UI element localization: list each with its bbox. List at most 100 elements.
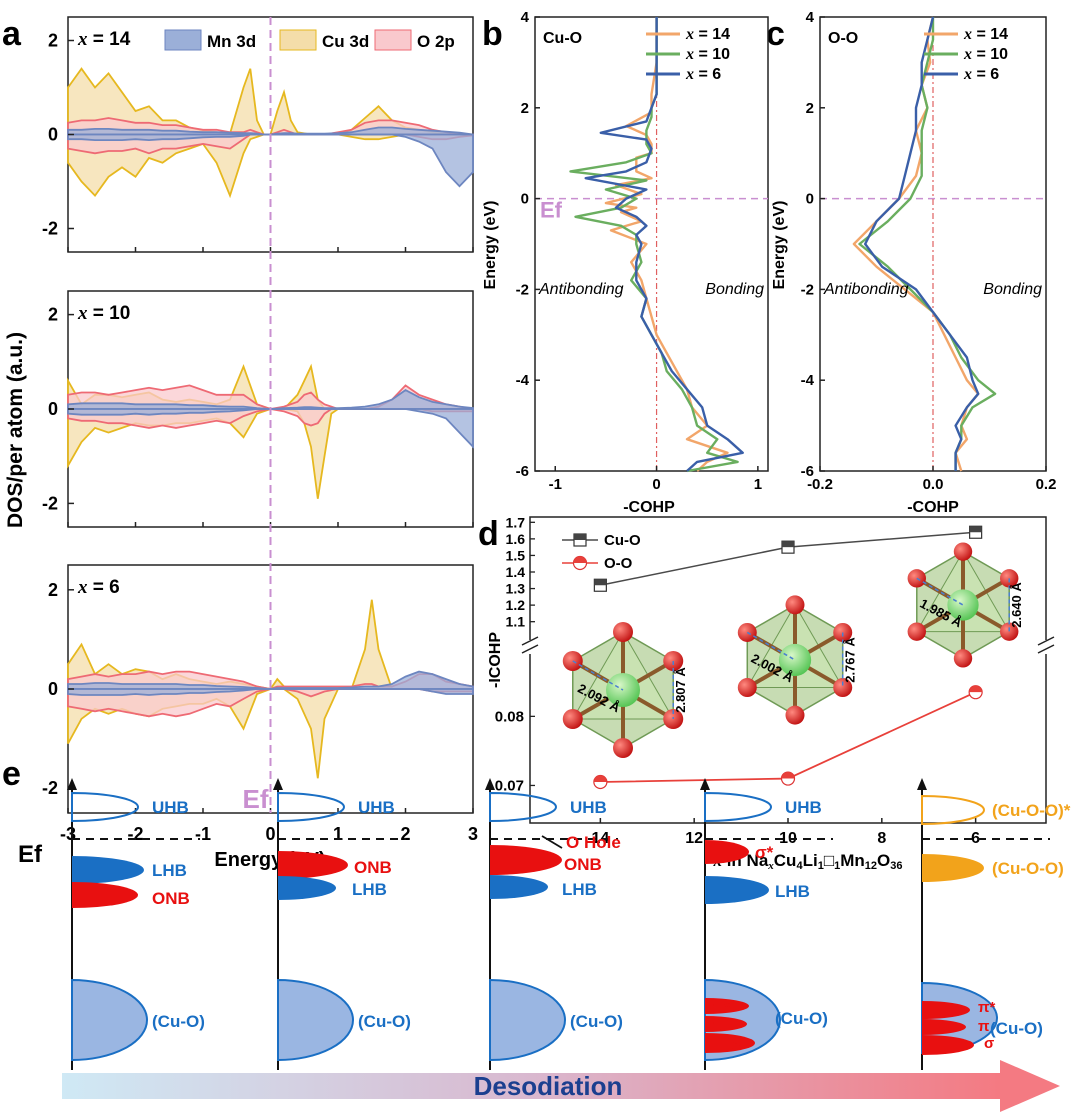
desodiation-label: Desodiation bbox=[474, 1071, 623, 1101]
edge-length-label: 2.640 Å bbox=[1009, 582, 1024, 628]
band-label-onb: ONB bbox=[354, 858, 392, 877]
y-tick-label: 2 bbox=[806, 100, 814, 117]
x-tick-label: 1 bbox=[754, 476, 762, 493]
x-tick-label: 6 bbox=[971, 830, 980, 847]
x-tick-label: 0.0 bbox=[923, 476, 944, 493]
mn3d-up-area bbox=[67, 389, 474, 410]
desodiation-arrow-body bbox=[62, 1073, 1000, 1099]
desodiation-arrow-head bbox=[1000, 1060, 1060, 1112]
o-atom bbox=[785, 705, 805, 725]
panel-c-cohp-o-o: 4 2 0 -2 -4 -6-0.2 0.0 0.2 O-O Antibonding Bonding… bbox=[801, 9, 1057, 493]
band-diagram: UHB σ* LHB π*πσ (Cu-O) bbox=[700, 778, 833, 1070]
o-o-marker-half bbox=[593, 775, 607, 782]
band-label-lhb: LHB bbox=[352, 880, 387, 899]
panel-a-ylabel: DOS/per atom (a.u.) bbox=[4, 332, 27, 528]
o-atom bbox=[907, 622, 926, 641]
y-tick-label: -4 bbox=[801, 372, 815, 389]
y-tick-label: 1.7 bbox=[506, 514, 526, 530]
x-tick-label: 12 bbox=[685, 830, 703, 847]
mn3d-down-area bbox=[67, 688, 474, 696]
cu-atom bbox=[778, 643, 812, 677]
edge-length-label: 2.767 Å bbox=[843, 637, 858, 683]
axis-break-gap bbox=[526, 640, 534, 654]
band-label-pi: π bbox=[713, 1017, 725, 1034]
y-tick-label: 1.3 bbox=[506, 581, 526, 597]
legend-label: x = 14 bbox=[963, 26, 1008, 43]
band-label-uhb: UHB bbox=[358, 798, 395, 817]
y-tick-label: 0 bbox=[48, 399, 58, 419]
o-atom bbox=[953, 542, 973, 561]
cu-o-o-band bbox=[922, 854, 984, 882]
x-tick-label: 0.2 bbox=[1036, 476, 1057, 493]
legend-marker-half bbox=[573, 556, 587, 563]
o-o-marker-half bbox=[781, 772, 795, 779]
x-tick-label: -1 bbox=[549, 476, 562, 493]
band-label-lhb: LHB bbox=[562, 880, 597, 899]
legend-marker-half bbox=[574, 534, 586, 540]
o-atom bbox=[613, 622, 633, 642]
x-tick-label: -0.2 bbox=[807, 476, 833, 493]
fermi-label: Ef bbox=[243, 784, 269, 814]
y-tick-label: 2 bbox=[48, 305, 58, 325]
mn3d-up-area bbox=[67, 670, 474, 690]
band-label-sigma: σ bbox=[731, 1037, 741, 1054]
cu-o-band bbox=[71, 978, 148, 1062]
octahedron-structure: 2.092 Å 2.807 Å bbox=[562, 622, 688, 758]
y-tick-label: -2 bbox=[801, 281, 814, 298]
legend-label: Cu-O bbox=[604, 532, 641, 549]
uhb-band bbox=[277, 791, 345, 823]
band-label-cu-o: (Cu-O) bbox=[358, 1012, 411, 1031]
legend-label: Cu 3d bbox=[322, 32, 369, 51]
o-atom bbox=[833, 678, 853, 698]
axis-break-gap bbox=[1042, 640, 1050, 654]
axis-break-mark bbox=[1037, 644, 1055, 654]
panel-label-c: c bbox=[766, 15, 785, 53]
panel-d-icohp: 1.71.61.51.41.31.21.1 0.08 0.07 14 12 10 8 6 2.0… bbox=[495, 514, 1055, 847]
panel-label-a: a bbox=[2, 15, 22, 53]
o2p-up-area bbox=[67, 384, 474, 410]
cu-atom bbox=[947, 589, 979, 621]
band-label-pi-star: π* bbox=[978, 999, 995, 1016]
y-tick-label: -2 bbox=[516, 281, 529, 298]
uhb-band bbox=[704, 791, 772, 823]
y-tick-label: 1.6 bbox=[506, 531, 526, 547]
legend-swatch bbox=[279, 29, 317, 51]
legend-label: x = 6 bbox=[685, 66, 721, 83]
panel-e-ef-label: Ef bbox=[18, 841, 43, 868]
bond-length-marker bbox=[916, 577, 964, 606]
y-tick-label: 0 bbox=[48, 125, 58, 145]
band-label-uhb: UHB bbox=[785, 798, 822, 817]
cohp-frame bbox=[534, 16, 769, 472]
y-tick-label: -6 bbox=[801, 463, 814, 480]
band-label-sigma: σ bbox=[984, 1035, 994, 1052]
legend-label: x = 14 bbox=[685, 26, 730, 43]
legend-label: x = 10 bbox=[685, 46, 730, 63]
panel-e-band-diagrams: UHB LHB ONB (Cu-O) UHB ONB LHB (Cu-O) UHB O Hole O… bbox=[67, 778, 1071, 1070]
bonding-label: Bonding bbox=[983, 281, 1042, 298]
energy-axis-arrowhead bbox=[485, 778, 495, 790]
o-atom bbox=[785, 595, 805, 615]
pi-star-band bbox=[705, 998, 749, 1014]
energy-axis-arrowhead bbox=[67, 778, 77, 790]
cu-o-band bbox=[489, 978, 566, 1062]
axis-break-mark bbox=[521, 636, 539, 646]
o-atom bbox=[953, 649, 973, 668]
band-label-cu-o: (Cu-O) bbox=[775, 1009, 828, 1028]
dos-x-label: x = 10 bbox=[77, 303, 130, 324]
o-hole-pointer bbox=[541, 835, 563, 849]
x-tick-label: 8 bbox=[877, 830, 886, 847]
octahedron-structure: 2.002 Å 2.767 Å bbox=[737, 595, 858, 725]
y-tick-label: 2 bbox=[48, 31, 58, 51]
axis-break-mark bbox=[1037, 636, 1055, 646]
band-label-onb: ONB bbox=[564, 855, 602, 874]
lhb-band bbox=[278, 876, 336, 900]
mn3d-down-area bbox=[67, 408, 474, 450]
pi-band bbox=[922, 1001, 970, 1019]
cohp-title: O-O bbox=[828, 30, 858, 47]
y-tick-label: 0 bbox=[521, 191, 529, 208]
band-diagram: UHB ONB LHB (Cu-O) bbox=[273, 778, 411, 1070]
band-label-cu-o: (Cu-O) bbox=[570, 1012, 623, 1031]
panel-label-e: e bbox=[2, 755, 21, 793]
y-tick-label: -2 bbox=[42, 493, 58, 513]
onb-band bbox=[72, 882, 138, 908]
